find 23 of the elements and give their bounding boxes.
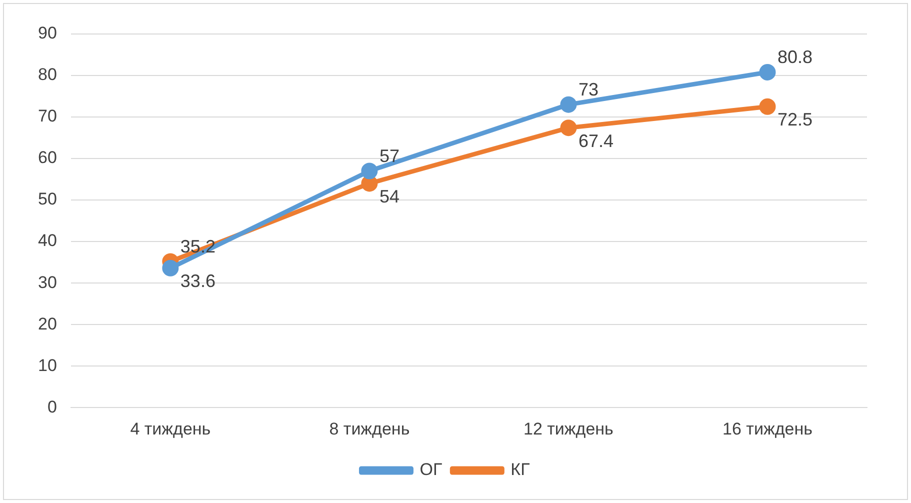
y-tick-label: 10: [38, 356, 57, 375]
y-tick-label: 90: [38, 24, 57, 43]
y-tick-label: 20: [38, 314, 57, 334]
data-label: 57: [379, 146, 400, 166]
legend-label: ОГ: [420, 460, 442, 480]
y-tick-label: 40: [38, 231, 57, 250]
y-tick-label: 50: [38, 190, 57, 209]
y-tick-label: 0: [47, 397, 57, 416]
x-tick-label: 16 тиждень: [722, 419, 813, 438]
x-tick-label: 4 тиждень: [130, 419, 211, 438]
x-tick-label: 8 тиждень: [329, 419, 410, 438]
y-tick-label: 30: [38, 272, 57, 292]
legend-label: КГ: [510, 460, 530, 480]
data-label: 80.8: [777, 47, 813, 68]
data-label: 73: [578, 80, 598, 100]
data-label: 33.6: [180, 271, 216, 292]
y-tick-label: 70: [38, 106, 57, 126]
x-tick-label: 12 тиждень: [524, 419, 614, 438]
y-tick-label: 80: [38, 65, 57, 84]
data-label: 67.4: [578, 130, 614, 151]
y-tick-label: 60: [38, 148, 57, 168]
data-label: 54: [379, 186, 400, 206]
data-label: 72.5: [777, 110, 813, 130]
